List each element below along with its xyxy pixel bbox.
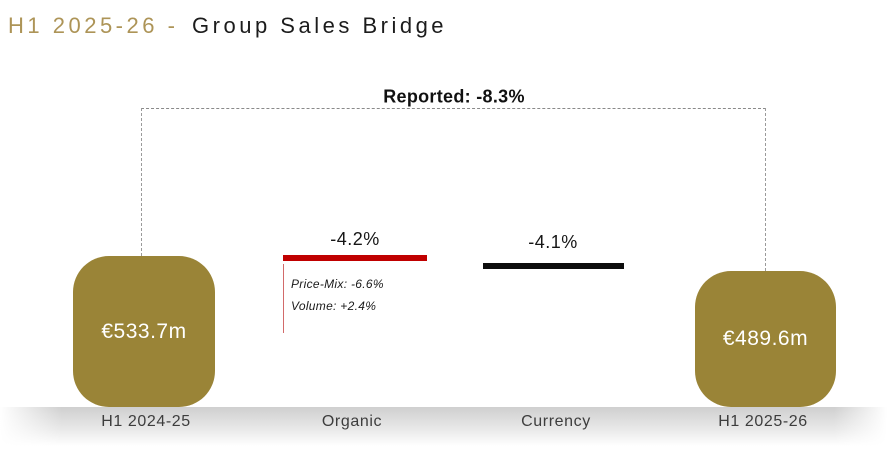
category-label-currency: Currency [521,413,591,430]
reported-bracket-line [141,108,766,109]
category-label-h1-2024-25: H1 2024-25 [101,413,191,430]
organic-price-mix-note: Price-Mix: -6.6% [291,277,384,291]
category-label-organic: Organic [321,413,383,430]
start-bar-h1-2024-25: €533.7m [73,256,215,407]
category-label-h1-2025-26: H1 2025-26 [718,413,808,430]
organic-delta-bar [283,255,427,261]
end-bar-h1-2025-26: €489.6m [695,271,836,407]
start-bar-value: €533.7m [101,319,187,343]
chart-title-text: Group Sales Bridge [192,13,448,38]
reported-change-label: Reported: -8.3% [367,86,541,108]
reported-bracket-left-drop [141,108,142,256]
chart-title-period: H1 2025-26 - [8,13,179,38]
currency-delta-bar [483,263,624,269]
reported-bracket-right-drop [765,108,766,271]
currency-pct-label: -4.1% [528,232,578,252]
organic-note-connector-line [283,264,284,333]
organic-volume-note: Volume: +2.4% [291,299,377,313]
axis-floor-band [0,407,887,448]
end-bar-value: €489.6m [722,327,809,350]
organic-pct-label: -4.2% [330,229,380,249]
chart-title: H1 2025-26 - Group Sales Bridge [8,13,447,39]
